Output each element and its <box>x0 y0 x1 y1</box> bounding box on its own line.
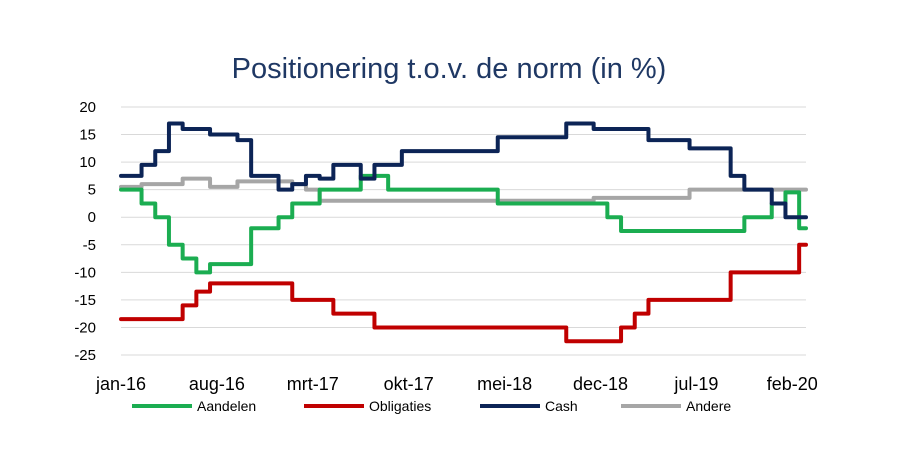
y-tick-label: -5 <box>83 237 96 254</box>
x-tick-label: aug-16 <box>189 374 245 394</box>
x-tick-label: okt-17 <box>384 374 434 394</box>
series-lines <box>119 121 808 344</box>
legend-label: Andere <box>686 398 731 414</box>
legend-label: Obligaties <box>369 398 431 414</box>
y-tick-label: 20 <box>79 99 96 116</box>
legend: Aandelen Obligaties Cash Andere <box>132 398 731 414</box>
y-tick-label: 0 <box>88 209 96 226</box>
series-line-aandelen <box>119 173 808 275</box>
y-axis-ticks: 20 15 10 5 0 -5 -10 -15 -20 -25 <box>74 99 96 364</box>
x-tick-label: mrt-17 <box>287 374 339 394</box>
x-tick-label: jan-16 <box>95 374 146 394</box>
x-tick-label: mei-18 <box>477 374 532 394</box>
y-tick-label: 10 <box>79 154 96 171</box>
chart-title: Positionering t.o.v. de norm (in %) <box>232 53 667 85</box>
y-tick-label: -20 <box>74 319 96 336</box>
series-line-obligaties <box>119 242 808 344</box>
y-tick-label: 15 <box>79 127 96 144</box>
y-tick-label: 5 <box>88 182 96 199</box>
x-tick-label: feb-20 <box>767 374 818 394</box>
series-line-andere <box>119 176 808 203</box>
x-tick-label: jul-19 <box>673 374 718 394</box>
y-tick-label: -25 <box>74 347 96 364</box>
legend-label: Cash <box>545 398 578 414</box>
series-line-cash <box>119 121 808 220</box>
legend-label: Aandelen <box>197 398 256 414</box>
x-axis-ticks: jan-16 aug-16 mrt-17 okt-17 mei-18 dec-18 jul-… <box>95 374 818 394</box>
y-tick-label: -10 <box>74 264 96 281</box>
x-tick-label: dec-18 <box>573 374 628 394</box>
y-tick-label: -15 <box>74 292 96 309</box>
